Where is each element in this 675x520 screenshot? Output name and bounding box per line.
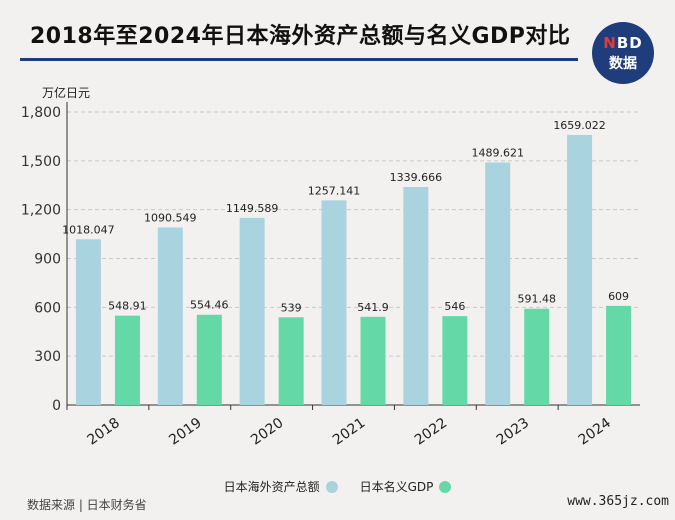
bar-overseas-assets [157,227,183,405]
y-tick-label: 1,200 [21,203,61,219]
data-label: 1257.141 [308,184,361,197]
data-label: 554.46 [190,299,229,312]
x-tick-label: 2021 [330,415,368,449]
x-tick-label: 2018 [84,415,122,449]
data-label: 539 [281,301,302,314]
logo-n: N [603,33,617,52]
chart-title: 2018年至2024年日本海外资产总额与名义GDP对比 [30,24,571,49]
y-tick-label: 600 [34,300,61,316]
bar-nominal-gdp [524,308,550,405]
bar-overseas-assets [321,200,347,405]
x-tick-label: 2019 [166,415,204,449]
y-tick-label: 1,800 [21,105,61,121]
logo-data-text: 数据 [609,55,637,72]
y-tick-label: 0 [52,398,61,414]
data-source-note: 数据来源 | 日本财务省 [27,498,147,512]
data-label: 1659.022 [553,119,606,132]
bar-nominal-gdp [360,316,386,405]
legend: 日本海外资产总额 日本名义GDP [0,478,675,495]
data-label: 1339.666 [390,171,443,184]
data-label: 591.48 [517,293,556,306]
bar-overseas-assets [485,162,511,405]
y-tick-label: 900 [34,252,61,268]
bar-nominal-gdp [442,316,468,405]
y-tick-label: 300 [34,349,61,365]
data-label: 1018.047 [62,223,115,236]
title-underline [20,58,578,61]
legend-label-series1: 日本海外资产总额 [223,480,320,494]
x-tick-label: 2024 [576,415,614,449]
x-tick-label: 2023 [494,415,532,449]
site-watermark: www.365jz.com [567,494,669,509]
y-axis-unit-label: 万亿日元 [42,86,91,100]
nbd-logo: NBD 数据 [592,22,654,84]
legend-swatch-series2 [439,480,452,493]
legend-item-series1: 日本海外资产总额 [224,478,338,495]
bar-nominal-gdp [606,305,632,405]
data-label: 1090.549 [144,211,197,224]
x-tick-label: 2022 [412,415,450,449]
data-label: 609 [608,290,629,303]
logo-bd: BD [616,33,643,52]
bar-nominal-gdp [278,317,304,405]
legend-item-series2: 日本名义GDP [360,478,452,495]
bar-nominal-gdp [196,314,222,405]
y-tick-label: 1,500 [21,154,61,170]
x-tick-label: 2020 [248,415,286,449]
data-label: 548.91 [108,300,147,313]
bar-overseas-assets [567,134,593,405]
data-label: 1489.621 [471,147,524,160]
legend-label-series2: 日本名义GDP [359,480,434,494]
data-label: 546 [444,300,465,313]
bar-overseas-assets [75,239,101,405]
data-label: 1149.589 [226,202,279,215]
bar-overseas-assets [239,217,265,405]
bar-overseas-assets [403,186,429,405]
data-label: 541.9 [357,301,389,314]
legend-swatch-series1 [325,480,338,493]
bar-nominal-gdp [114,315,140,405]
